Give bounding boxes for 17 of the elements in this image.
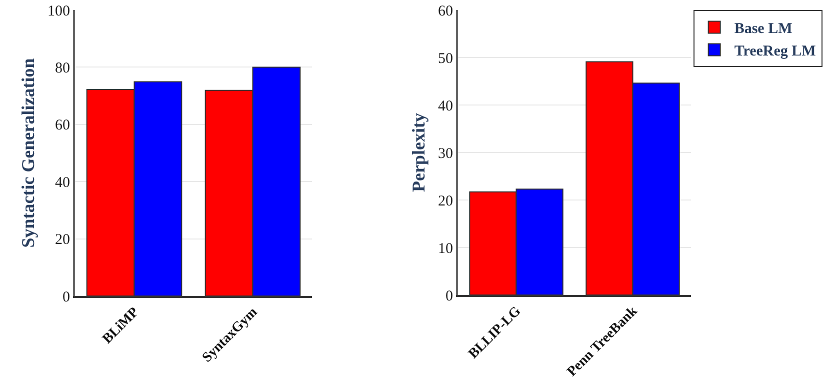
y-tick-label: 60 — [55, 118, 70, 134]
y-tick-label: 60 — [438, 3, 453, 20]
y-tick-label: 0 — [446, 288, 453, 304]
legend-label: Base LM — [734, 21, 792, 38]
legend-label: TreeReg LM — [734, 44, 816, 60]
y-tick-label: 80 — [55, 60, 70, 76]
y-tick-label: 20 — [438, 193, 453, 210]
y-tick-label: 100 — [48, 3, 70, 20]
y-axis-title: Syntactic Generalization — [18, 58, 38, 248]
y-tick-label: 30 — [438, 146, 453, 162]
y-tick-label: 40 — [55, 174, 70, 191]
y-axis-title: Perplexity — [408, 113, 429, 192]
y-tick-label: 10 — [438, 240, 453, 257]
y-tick-label: 20 — [55, 232, 70, 248]
y-tick-label: 40 — [438, 98, 453, 114]
y-tick-label: 0 — [62, 289, 70, 306]
y-tick-label: 50 — [438, 50, 453, 67]
